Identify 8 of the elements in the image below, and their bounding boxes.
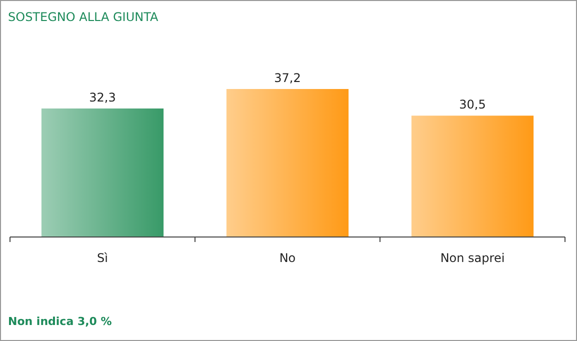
x-tick-label: Non saprei	[440, 251, 505, 265]
data-label: 30,5	[459, 98, 486, 112]
x-tick-label: Sì	[97, 251, 108, 265]
data-label: 32,3	[89, 90, 116, 104]
text: Non indica 3,0 %	[8, 315, 112, 328]
chart-title: SOSTEGNO ALLA GIUNTA	[8, 10, 159, 24]
x-tick-label: No	[279, 251, 296, 265]
data-label: 37,2	[274, 71, 301, 85]
